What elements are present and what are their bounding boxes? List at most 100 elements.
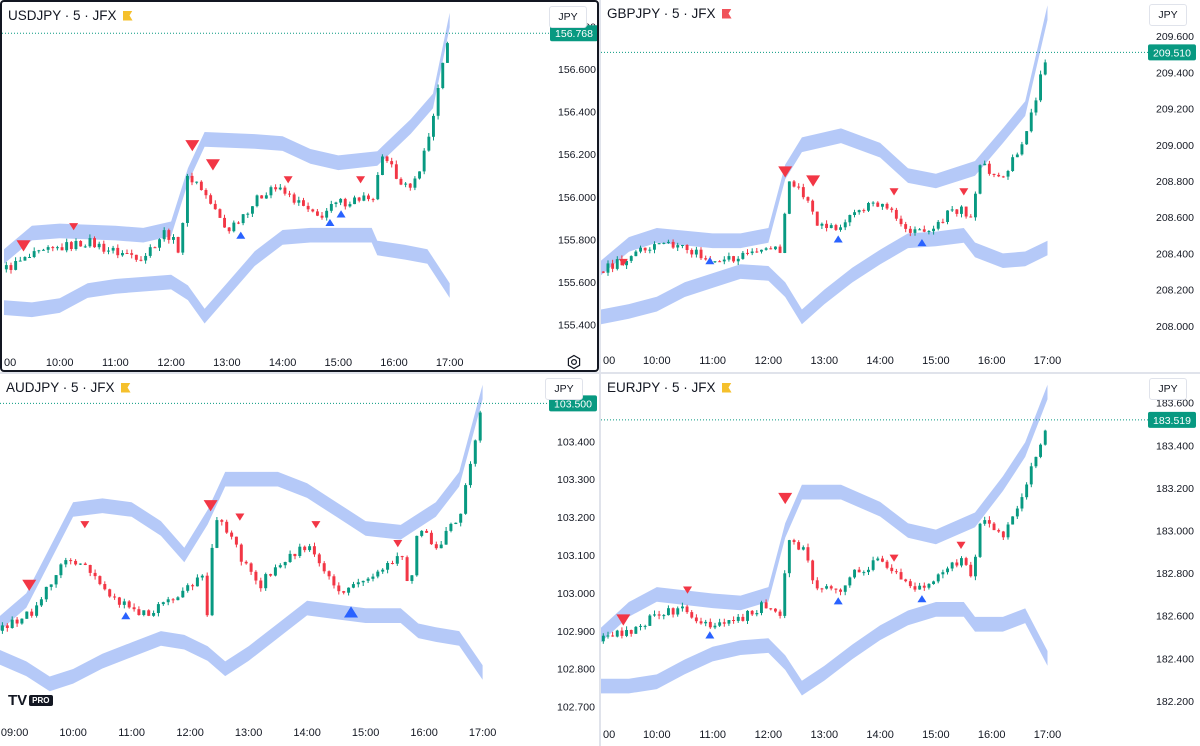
candle-body — [239, 544, 243, 562]
candle-body — [343, 198, 347, 207]
flag-icon[interactable] — [120, 382, 131, 393]
candle-body — [218, 209, 222, 218]
chart-pane-audjpy[interactable]: 102.700 102.800 102.900 103.000 103.100 103.2… — [0, 374, 599, 746]
candle-body — [690, 612, 694, 618]
x-tick-label: 17:00 — [469, 727, 497, 739]
candle-body — [176, 237, 180, 253]
y-tick-label: 208.800 — [1156, 176, 1194, 188]
candle-body — [676, 245, 680, 248]
signal-down-icon — [283, 176, 293, 184]
currency-button[interactable]: JPY — [549, 6, 587, 28]
candle-body — [946, 568, 949, 573]
tradingview-logo[interactable]: TV PRO — [8, 692, 53, 709]
candle-body — [232, 222, 236, 232]
candle-body — [37, 250, 41, 252]
candle-body — [195, 181, 199, 183]
currency-button[interactable]: JPY — [545, 378, 583, 400]
candle-body — [987, 163, 991, 174]
chart-canvas-usdjpy[interactable]: 155.400 155.600 155.800 156.000 156.200 156.4… — [2, 2, 599, 372]
symbol-title[interactable]: EURJPY · 5 · JFX — [607, 380, 732, 395]
candle-body — [671, 608, 675, 615]
chart-pane-gbpjpy[interactable]: 208.000 208.200 208.400 208.600 208.800 209.0… — [601, 0, 1200, 372]
flag-icon[interactable] — [122, 10, 133, 21]
currency-button[interactable]: JPY — [1149, 4, 1187, 26]
signal-down-icon — [311, 521, 321, 529]
candle-body — [1006, 171, 1010, 177]
candle-body — [662, 615, 666, 617]
candle-body — [713, 261, 717, 263]
x-tick-label: 13:00 — [811, 355, 839, 367]
y-tick-label: 156.200 — [558, 149, 596, 161]
candle-body — [918, 585, 922, 590]
candle-body — [167, 230, 171, 240]
candle-body — [867, 203, 870, 211]
chart-pane-eurjpy[interactable]: 182.200 182.400 182.600 182.800 183.000 183.2… — [601, 374, 1200, 746]
candle-body — [353, 197, 356, 205]
x-tick-label: 17:00 — [1034, 729, 1062, 741]
y-tick-label: 208.200 — [1156, 285, 1194, 297]
candle-body — [894, 209, 898, 219]
candle-body — [93, 238, 96, 248]
candle-body — [783, 213, 787, 253]
signal-down-icon — [683, 586, 693, 594]
candle-body — [64, 560, 68, 565]
signal-down-icon — [778, 166, 793, 178]
signal-up-icon — [236, 231, 246, 239]
candle-body — [862, 572, 866, 574]
candle-body — [932, 228, 935, 232]
lower-band — [4, 227, 450, 324]
signal-up-icon — [325, 218, 335, 227]
candle-body — [778, 611, 782, 616]
signal-up-icon — [833, 597, 843, 605]
candle-body — [890, 567, 894, 572]
signal-down-icon — [618, 258, 628, 267]
candle-body — [446, 43, 449, 63]
y-tick-label: 208.000 — [1156, 321, 1194, 333]
flag-icon[interactable] — [721, 382, 732, 393]
last-price-tag — [550, 25, 597, 42]
candle-body — [356, 582, 360, 585]
candle-body — [23, 257, 27, 261]
candle-body — [722, 622, 726, 624]
candle-body — [1011, 157, 1015, 171]
chart-canvas-eurjpy[interactable]: 182.200 182.400 182.600 182.800 183.000 183.2… — [601, 374, 1200, 746]
last-price-tag — [1148, 44, 1196, 61]
symbol-title[interactable]: AUDJPY · 5 · JFX — [6, 380, 131, 395]
candle-body — [876, 558, 880, 561]
currency-button[interactable]: JPY — [1149, 378, 1187, 400]
y-tick-label: 208.400 — [1156, 248, 1194, 260]
chart-pane-usdjpy[interactable]: 155.400 155.600 155.800 156.000 156.200 156.4… — [0, 0, 599, 372]
candle-body — [478, 412, 482, 441]
candle-body — [339, 198, 343, 203]
candle-body — [834, 588, 838, 590]
symbol-title[interactable]: GBPJPY · 5 · JFX — [607, 6, 732, 21]
y-tick-label: 183.200 — [1156, 483, 1194, 495]
flag-icon[interactable] — [721, 8, 732, 19]
candle-body — [320, 215, 324, 218]
chart-canvas-gbpjpy[interactable]: 208.000 208.200 208.400 208.600 208.800 209.0… — [601, 0, 1200, 372]
candle-body — [25, 611, 29, 619]
candle-body — [671, 241, 675, 248]
candle-body — [1015, 154, 1019, 158]
y-tick-label: 155.800 — [558, 235, 596, 247]
candle-body — [657, 614, 661, 616]
candle-body — [312, 546, 316, 555]
candle-body — [288, 553, 292, 562]
symbol-title[interactable]: USDJPY · 5 · JFX — [8, 8, 133, 23]
candle-body — [327, 571, 331, 577]
pane-divider-horizontal[interactable] — [0, 372, 1200, 374]
candle-body — [639, 247, 642, 252]
candle-body — [904, 224, 908, 229]
candle-body — [444, 530, 448, 545]
chart-canvas-audjpy[interactable]: 102.700 102.800 102.900 103.000 103.100 103.2… — [0, 374, 599, 746]
candle-body — [390, 161, 394, 165]
candle-body — [736, 258, 740, 262]
candle-body — [629, 630, 633, 634]
settings-gear-icon[interactable] — [566, 354, 582, 370]
candle-body — [28, 257, 31, 258]
candle-body — [237, 222, 240, 224]
y-tick-label: 182.200 — [1156, 696, 1194, 708]
candle-body — [974, 556, 977, 577]
x-tick-label: 16:00 — [380, 357, 408, 369]
y-tick-label: 183.600 — [1156, 398, 1194, 410]
